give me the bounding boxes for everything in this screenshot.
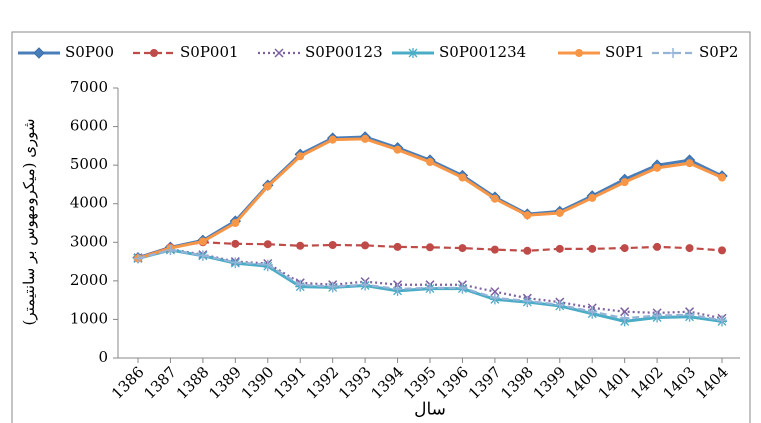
x-axis-title: سال [414,400,446,420]
y-tick-label: 3000 [70,232,108,250]
marker [33,47,45,59]
x-tick-label: 1403 [659,363,699,403]
marker [555,208,564,217]
y-tick-label: 4000 [70,194,108,212]
x-tick-label: 1390 [238,363,278,403]
marker [274,48,284,58]
marker [522,295,533,306]
legend-label: S0P00123 [305,43,383,61]
marker [361,134,370,143]
x-tick-label: 1392 [303,363,343,403]
marker [327,281,338,292]
legend-label: S0P00 [65,43,114,61]
marker [523,246,532,255]
marker [230,257,241,268]
marker [652,310,663,321]
x-tick-label: 1402 [627,363,667,403]
marker [490,245,499,254]
marker [620,178,629,187]
marker [328,135,337,144]
x-tick-label: 1395 [400,363,440,403]
y-tick-label: 0 [98,348,108,366]
x-tick-label: 1396 [432,363,472,403]
legend-label: S0P001234 [439,43,526,61]
marker [668,48,678,58]
marker [718,246,726,255]
marker [425,282,435,293]
x-tick-label: 1388 [173,363,213,403]
marker [426,243,434,252]
marker [523,211,532,220]
marker [231,239,240,248]
marker [392,283,403,294]
x-tick-label: 1393 [335,363,375,403]
marker [263,240,272,249]
marker [295,279,306,290]
marker [620,307,630,317]
legend-label: S0P001 [180,43,239,61]
marker [619,313,630,324]
marker [685,244,694,253]
marker [490,287,500,297]
x-tick-label: 1404 [692,363,732,403]
marker [489,292,500,303]
x-tick-label: 1400 [562,363,602,403]
marker [296,241,305,250]
marker [490,194,499,203]
marker [263,182,272,191]
y-tick-label: 1000 [70,309,108,327]
marker [360,279,371,290]
x-tick-label: 1399 [530,363,570,403]
marker [408,48,418,58]
x-tick-label: 1401 [595,363,635,403]
y-tick-label: 2000 [70,271,108,289]
x-tick-label: 1386 [108,363,148,403]
marker [587,306,598,317]
x-tick-label: 1397 [465,363,505,403]
x-tick-label: 1391 [270,363,310,403]
marker [393,242,402,251]
marker [393,145,402,154]
marker [426,158,434,167]
marker [328,240,337,249]
legend-label: S0P1 [605,43,644,61]
y-tick-label: 6000 [70,117,108,135]
marker [620,244,629,253]
x-tick-label: 1387 [140,363,180,403]
marker [575,49,583,57]
marker [717,315,727,326]
frame [11,31,751,423]
y-axis-title: شوری (میکرومهوس بر سانتیمتر) [20,119,38,326]
y-tick-label: 7000 [70,78,108,96]
marker [165,245,176,255]
marker [653,242,662,251]
marker [296,152,305,161]
marker [588,193,597,202]
marker [458,173,467,182]
marker [133,253,143,264]
x-tick-label: 1394 [367,363,407,403]
marker [458,244,467,253]
marker [231,219,240,227]
x-tick-label: 1389 [205,363,245,403]
marker [361,241,370,250]
marker [555,244,564,253]
marker [198,237,207,246]
marker [262,259,273,270]
y-tick-label: 5000 [70,155,108,173]
marker [197,250,208,261]
marker [685,159,694,168]
marker [718,173,726,182]
marker [588,244,597,253]
marker [684,309,695,320]
marker [653,163,662,172]
marker [554,299,565,310]
legend-label: S0P2 [699,43,738,61]
x-tick-label: 1398 [497,363,537,403]
marker [150,49,158,57]
marker [457,282,468,293]
